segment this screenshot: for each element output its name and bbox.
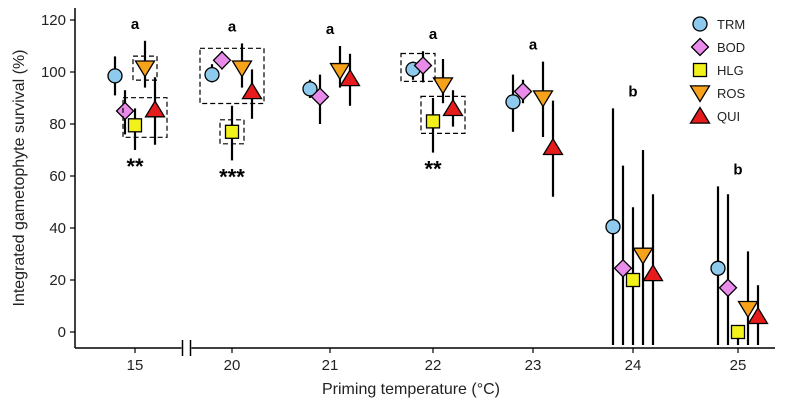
legend: TRM BOD HLG ROS QUI — [689, 16, 746, 124]
data-point-qui — [144, 99, 166, 118]
data-point-ros — [134, 60, 156, 78]
legend-label-ros: ROS — [717, 86, 746, 101]
y-tick-label: 0 — [58, 324, 66, 341]
legend-marker-hlg — [692, 62, 708, 78]
highlight-box — [219, 119, 245, 145]
data-point-bod — [718, 278, 738, 298]
highlight-box — [122, 97, 168, 138]
y-tick-label: 60 — [49, 168, 66, 185]
significance-letter: a — [228, 18, 237, 35]
y-tick-label: 80 — [49, 116, 66, 133]
axes: 0 20 40 60 80 100 120 15 20 21 22 23 24 25 — [41, 8, 775, 374]
data-point-bod — [513, 82, 533, 101]
data-point-qui — [442, 98, 464, 117]
x-tick-label: 15 — [127, 357, 144, 374]
significance-letter: b — [733, 161, 742, 178]
y-tick-label: 40 — [49, 220, 66, 237]
highlight-box — [132, 55, 158, 81]
data-point-ros — [231, 60, 253, 78]
data-point-hlg — [224, 124, 240, 139]
error-bars — [113, 40, 760, 345]
y-tick-label: 120 — [41, 12, 66, 29]
significance-letter: a — [429, 26, 438, 43]
y-tick-label: 100 — [41, 64, 66, 81]
legend-label-qui: QUI — [717, 109, 740, 124]
data-point-trm — [107, 68, 123, 84]
data-point-hlg — [127, 118, 143, 133]
x-tick-label: 21 — [322, 357, 339, 374]
highlight-box — [400, 52, 436, 82]
data-point-bod — [212, 50, 232, 70]
data-point-ros — [532, 90, 554, 108]
x-tick-label: 22 — [425, 357, 442, 374]
data-point-qui — [747, 306, 769, 325]
y-tick-label: 20 — [49, 272, 66, 289]
data-point-trm — [302, 81, 318, 97]
significance-letter: a — [131, 16, 140, 33]
legend-marker-qui — [689, 106, 711, 124]
data-point-ros — [329, 62, 351, 81]
data-point-bod — [310, 87, 330, 107]
significance-letter: b — [628, 83, 637, 100]
highlight-box — [199, 47, 265, 105]
x-tick-label: 25 — [730, 357, 747, 374]
x-axis-title: Priming temperature (°C) — [322, 381, 500, 398]
data-point-qui — [241, 81, 263, 100]
x-tick-label: 24 — [625, 357, 642, 374]
data-point-hlg — [425, 114, 441, 129]
data-point-qui — [642, 263, 664, 282]
axis-break-gap — [181, 342, 192, 354]
data-point-ros — [632, 247, 654, 266]
data-point-hlg — [625, 272, 641, 288]
legend-label-hlg: HLG — [717, 63, 744, 78]
data-markers — [107, 50, 769, 340]
significance-letter: a — [326, 21, 335, 38]
data-point-trm — [710, 260, 726, 276]
data-point-bod — [613, 258, 633, 278]
data-point-qui — [542, 137, 564, 156]
data-point-trm — [505, 94, 521, 110]
x-tick-label: 23 — [525, 357, 542, 374]
y-axis-title: Integrated gametophyte survival (%) — [11, 49, 28, 306]
data-point-trm — [204, 66, 220, 83]
x-tick-label: 20 — [224, 357, 241, 374]
legend-label-bod: BOD — [717, 40, 745, 55]
data-point-ros — [432, 77, 454, 95]
data-point-hlg — [730, 324, 746, 340]
legend-marker-bod — [690, 37, 710, 57]
data-point-qui — [339, 68, 361, 87]
significance-letter: a — [529, 37, 538, 54]
data-point-ros — [737, 300, 759, 319]
significance-stars: ** — [126, 154, 144, 179]
data-point-bod — [413, 56, 433, 75]
legend-marker-ros — [689, 85, 711, 103]
legend-marker-trm — [692, 16, 708, 32]
significance-stars: *** — [219, 164, 245, 189]
data-point-bod — [115, 101, 135, 121]
data-point-trm — [605, 219, 621, 235]
significance-stars: ** — [424, 157, 442, 182]
legend-label-trm: TRM — [717, 17, 745, 32]
